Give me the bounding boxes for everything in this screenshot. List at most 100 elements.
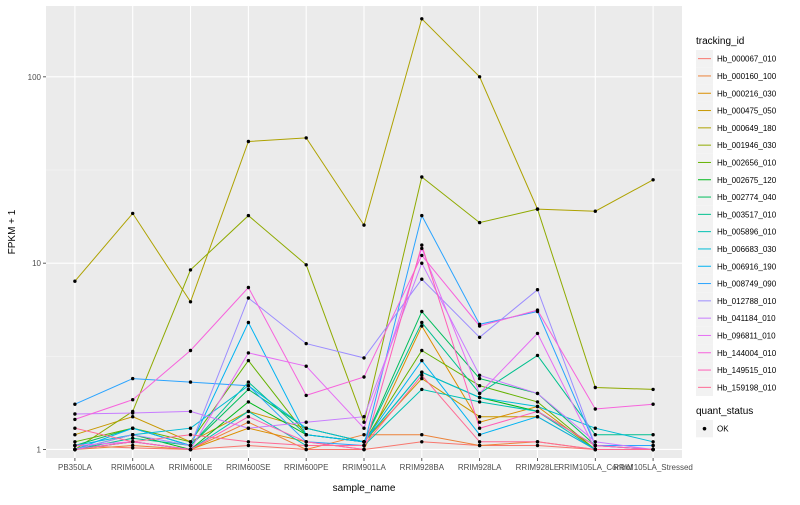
point-Hb_159198_010-0 xyxy=(73,426,77,430)
point-Hb_006683_030-7 xyxy=(477,395,482,400)
point-Hb_144004_010-8 xyxy=(535,308,540,312)
point-Hb_002656_010-0 xyxy=(73,440,77,444)
x-tick-label-7: RRIM928LA xyxy=(458,463,502,472)
point-Hb_144004_010-5 xyxy=(362,375,366,379)
point-Hb_159198_010-6 xyxy=(420,373,424,377)
point-Hb_000475_050-6 xyxy=(420,376,424,381)
point-Hb_002774_040-6 xyxy=(420,309,424,314)
point-Hb_000475_050-7 xyxy=(477,415,482,419)
point-Hb_096811_010-4 xyxy=(304,364,308,368)
point-Hb_001946_030-7 xyxy=(477,220,482,225)
point-Hb_012788_010-7 xyxy=(477,335,482,339)
point-Hb_005896_010-7 xyxy=(477,400,482,404)
x-tick-label-5: RRIM901LA xyxy=(342,463,386,472)
point-Hb_001946_030-5 xyxy=(362,420,366,424)
point-Hb_041184_010-9 xyxy=(593,440,597,444)
point-Hb_144004_010-2 xyxy=(188,348,193,353)
legend-label-13: Hb_008749_090 xyxy=(717,280,777,289)
point-Hb_144004_010-3 xyxy=(246,285,251,290)
point-Hb_149515_010-2 xyxy=(188,447,193,452)
point-Hb_012788_010-5 xyxy=(362,356,366,360)
quant-status-legend: quant_status OK xyxy=(696,406,753,438)
x-tick-label-1: RRIM600LA xyxy=(111,463,155,472)
quant-status-legend-title: quant_status xyxy=(696,406,753,417)
point-Hb_041184_010-0 xyxy=(73,412,77,416)
point-Hb_144004_010-6 xyxy=(420,253,424,258)
legend-label-17: Hb_144004_010 xyxy=(717,349,777,358)
point-Hb_006683_030-4 xyxy=(304,426,308,430)
point-Hb_003517_010-8 xyxy=(535,353,540,358)
y-axis: 1 10 100 xyxy=(28,73,46,454)
point-Hb_002656_010-6 xyxy=(420,348,424,353)
legend-label-2: Hb_000216_030 xyxy=(717,89,777,98)
point-Hb_006683_030-2 xyxy=(188,426,193,430)
legend-label-9: Hb_003517_010 xyxy=(717,210,777,219)
legend-label-7: Hb_002675_120 xyxy=(717,176,777,185)
point-Hb_159198_010-8 xyxy=(535,440,540,444)
legend-label-12: Hb_006916_190 xyxy=(717,262,777,271)
point-Hb_000067_010-6 xyxy=(420,440,424,444)
point-Hb_000649_180-10 xyxy=(651,178,655,182)
point-Hb_001946_030-2 xyxy=(188,268,193,272)
point-Hb_149515_010-7 xyxy=(477,426,482,430)
point-Hb_000649_180-0 xyxy=(73,279,77,283)
point-Hb_006916_190-5 xyxy=(362,440,366,444)
legend-title: tracking_id xyxy=(696,36,744,47)
point-Hb_144004_010-4 xyxy=(304,393,308,398)
point-Hb_006683_030-9 xyxy=(593,426,597,430)
y-axis-title: FPKM + 1 xyxy=(7,209,18,254)
point-Hb_096811_010-6 xyxy=(420,246,424,251)
quant-status-label-0: OK xyxy=(717,425,729,434)
point-Hb_159198_010-3 xyxy=(246,440,251,444)
point-Hb_006916_190-1 xyxy=(131,426,135,430)
y-tick-label-0: 1 xyxy=(37,445,42,454)
point-Hb_001946_030-3 xyxy=(246,213,251,218)
point-Hb_008749_090-2 xyxy=(188,380,193,384)
x-tick-label-4: RRIM600PE xyxy=(284,463,328,472)
point-Hb_149515_010-9 xyxy=(593,443,597,448)
point-Hb_041184_010-5 xyxy=(362,415,366,419)
point-Hb_001946_030-8 xyxy=(535,207,540,211)
point-Hb_000475_050-0 xyxy=(73,433,77,437)
point-Hb_000216_030-6 xyxy=(420,324,424,328)
point-Hb_000160_100-5 xyxy=(362,433,366,437)
point-Hb_002656_010-8 xyxy=(535,400,540,404)
point-Hb_159198_010-7 xyxy=(477,440,482,444)
point-Hb_012788_010-3 xyxy=(246,296,251,300)
point-Hb_144004_010-10 xyxy=(651,402,655,406)
point-Hb_000160_100-6 xyxy=(420,433,424,437)
point-Hb_003517_010-1 xyxy=(131,436,135,440)
point-Hb_159198_010-1 xyxy=(131,440,135,444)
point-Hb_000649_180-1 xyxy=(131,211,135,216)
point-Hb_041184_010-3 xyxy=(246,426,251,430)
point-Hb_006916_190-3 xyxy=(246,320,251,325)
point-Hb_002774_040-7 xyxy=(477,376,482,381)
x-tick-label-2: RRIM600LE xyxy=(169,463,213,472)
legend-label-16: Hb_096811_010 xyxy=(717,331,776,340)
point-Hb_000475_050-1 xyxy=(131,415,135,419)
point-Hb_159198_010-4 xyxy=(304,443,308,448)
x-tick-label-10: RRIM105LA_Stressed xyxy=(613,463,693,472)
legend-label-18: Hb_149515_010 xyxy=(717,366,777,375)
point-Hb_002656_010-3 xyxy=(246,358,251,363)
x-axis: PB350LA RRIM600LA RRIM600LE RRIM600SE RRIM60… xyxy=(58,458,693,472)
point-Hb_012788_010-4 xyxy=(304,341,308,346)
point-Hb_012788_010-6 xyxy=(420,277,424,281)
point-Hb_005896_010-6 xyxy=(420,387,424,392)
point-Hb_002656_010-7 xyxy=(477,384,482,388)
point-Hb_000160_100-1 xyxy=(131,443,135,448)
point-Hb_012788_010-2 xyxy=(188,443,193,448)
point-Hb_006683_030-10 xyxy=(651,440,655,444)
point-Hb_159198_010-9 xyxy=(593,447,597,452)
x-tick-label-0: PB350LA xyxy=(58,463,92,472)
point-Hb_008749_090-0 xyxy=(73,402,77,406)
point-Hb_000649_180-9 xyxy=(593,209,597,213)
legend-label-14: Hb_012788_010 xyxy=(717,297,777,306)
point-Hb_149515_010-4 xyxy=(304,440,308,444)
x-axis-title: sample_name xyxy=(333,483,396,494)
point-Hb_149515_010-6 xyxy=(420,243,424,247)
tracking-id-legend: tracking_id Hb_000067_010 Hb_000160_100 Hb… xyxy=(696,36,777,396)
point-Hb_159198_010-2 xyxy=(188,433,193,437)
legend-label-19: Hb_159198_010 xyxy=(717,383,777,392)
